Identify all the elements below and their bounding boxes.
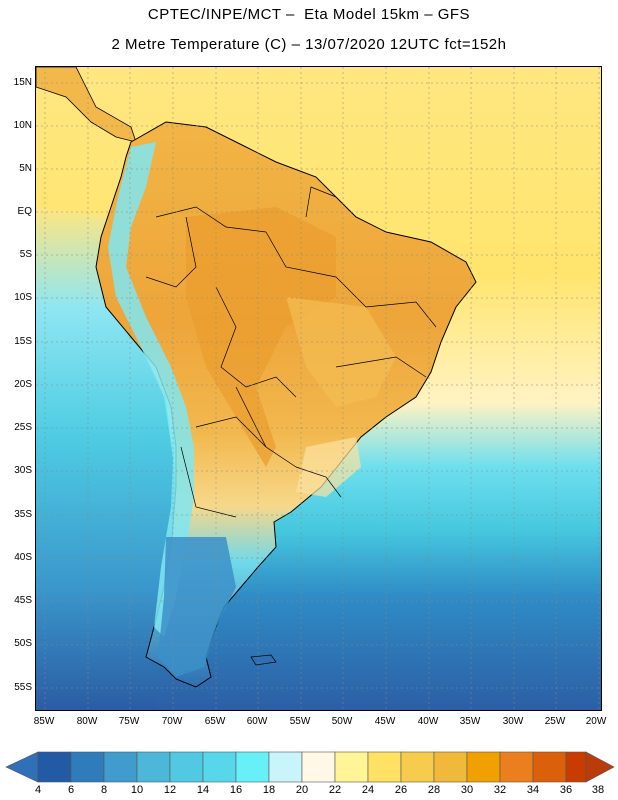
colorbar-label-28: 28 xyxy=(427,784,441,796)
colorbar-label-16: 16 xyxy=(229,784,243,796)
lat-label-5n: 5N xyxy=(19,163,32,174)
lat-label-15n: 15N xyxy=(13,77,32,88)
southern-brazil-cool xyxy=(296,437,361,497)
colorbar-swatch-32-34 xyxy=(499,751,534,783)
colorbar-label-30: 30 xyxy=(460,784,474,796)
lon-label-80w: 80W xyxy=(76,716,98,727)
temperature-colorbar xyxy=(5,751,615,783)
hot-interior-region xyxy=(186,207,336,467)
colorbar-label-6: 6 xyxy=(67,784,75,796)
lon-label-45w: 45W xyxy=(374,716,396,727)
map-panel xyxy=(35,66,602,711)
colorbar-swatch-26-28 xyxy=(400,751,435,783)
lat-label-10s: 10S xyxy=(14,292,32,303)
colorbar-label-8: 8 xyxy=(100,784,108,796)
map-title-line2: 2 Metre Temperature (C) – 13/07/2020 12U… xyxy=(111,36,507,53)
lat-label-45s: 45S xyxy=(14,595,32,606)
lon-label-55w: 55W xyxy=(289,716,311,727)
colorbar-swatch-34-36 xyxy=(532,751,567,783)
lat-label-35s: 35S xyxy=(14,509,32,520)
lon-label-85w: 85W xyxy=(33,716,55,727)
falkland-islands xyxy=(250,654,277,666)
colorbar-label-20: 20 xyxy=(295,784,309,796)
lon-label-75w: 75W xyxy=(118,716,140,727)
lon-label-30w: 30W xyxy=(502,716,524,727)
colorbar-swatch-12-14 xyxy=(169,751,204,783)
colorbar-label-32: 32 xyxy=(493,784,507,796)
colorbar-swatch-28-30 xyxy=(433,751,468,783)
pacific-ocean xyxy=(36,207,176,710)
colorbar-label-36: 36 xyxy=(559,784,573,796)
lon-label-25w: 25W xyxy=(544,716,566,727)
temperature-map xyxy=(36,67,601,710)
colorbar-label-24: 24 xyxy=(361,784,375,796)
colorbar-swatch-22-24 xyxy=(334,751,369,783)
colorbar-swatch-8-10 xyxy=(103,751,138,783)
interior-highlands xyxy=(286,297,396,407)
colorbar-swatch-10-12 xyxy=(136,751,171,783)
colorbar-swatch-4-6 xyxy=(37,751,72,783)
lat-label-25s: 25S xyxy=(14,422,32,433)
colorbar-swatch-16-18 xyxy=(235,751,270,783)
colorbar-swatch-24-26 xyxy=(367,751,402,783)
lat-label-30s: 30S xyxy=(14,465,32,476)
colorbar-label-38: 38 xyxy=(591,784,605,796)
colorbar-swatch-18-20 xyxy=(268,751,303,783)
lat-label-eq: EQ xyxy=(17,206,32,217)
colorbar-max-arrow xyxy=(585,751,615,783)
lon-label-70w: 70W xyxy=(161,716,183,727)
colorbar-label-10: 10 xyxy=(130,784,144,796)
colorbar-min-arrow xyxy=(5,751,39,783)
colorbar-label-4: 4 xyxy=(34,784,42,796)
patagonia-cold xyxy=(158,537,236,677)
colorbar-swatch-14-16 xyxy=(202,751,237,783)
andes-cool-strip xyxy=(108,142,194,637)
lat-label-50s: 50S xyxy=(14,638,32,649)
lat-label-5s: 5S xyxy=(19,249,32,260)
lon-label-60w: 60W xyxy=(246,716,268,727)
colorbar-swatch-6-8 xyxy=(70,751,105,783)
colorbar-label-18: 18 xyxy=(262,784,276,796)
lon-label-35w: 35W xyxy=(459,716,481,727)
lat-label-40s: 40S xyxy=(14,552,32,563)
colorbar-label-12: 12 xyxy=(163,784,177,796)
central-america-land xyxy=(36,67,137,143)
lat-label-15s: 15S xyxy=(14,336,32,347)
colorbar-label-34: 34 xyxy=(526,784,540,796)
lon-label-50w: 50W xyxy=(331,716,353,727)
colorbar-swatch-30-32 xyxy=(466,751,501,783)
country-borders xyxy=(145,186,437,518)
colorbar-swatch-20-22 xyxy=(301,751,336,783)
colorbar-swatch-36-38 xyxy=(565,751,587,783)
lon-label-40w: 40W xyxy=(417,716,439,727)
map-title-line1: CPTEC/INPE/MCT – Eta Model 15km – GFS xyxy=(147,6,471,23)
lon-label-65w: 65W xyxy=(204,716,226,727)
colorbar-label-22: 22 xyxy=(328,784,342,796)
lon-label-20w: 20W xyxy=(585,716,607,727)
lat-label-20s: 20S xyxy=(14,379,32,390)
lat-label-55s: 55S xyxy=(14,682,32,693)
colorbar-label-14: 14 xyxy=(196,784,210,796)
lat-label-10n: 10N xyxy=(13,120,32,131)
colorbar-label-26: 26 xyxy=(394,784,408,796)
